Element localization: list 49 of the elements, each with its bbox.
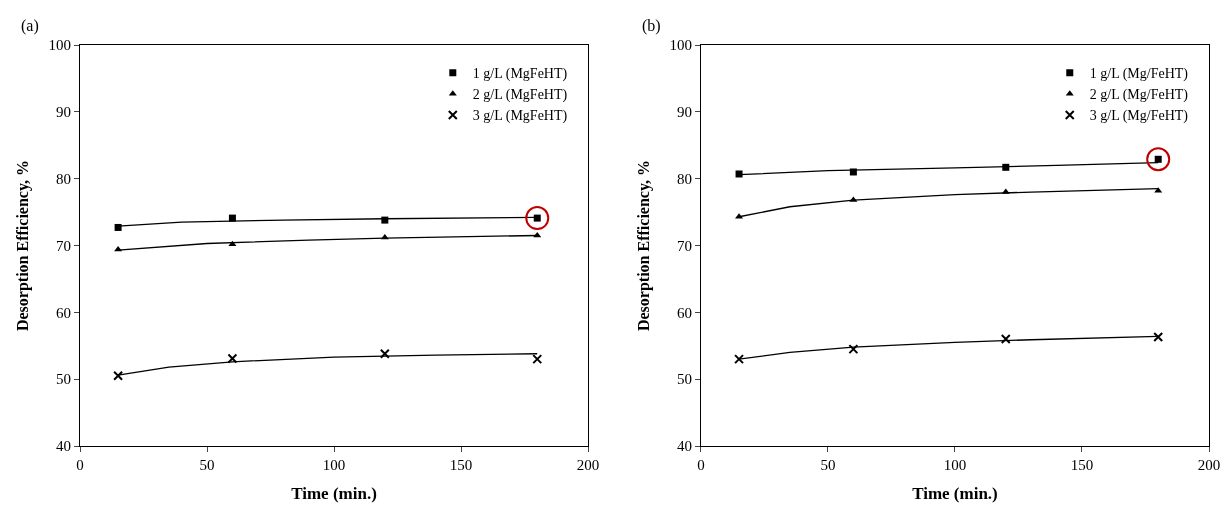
x-tick-label: 100 [322, 457, 346, 473]
point [532, 354, 543, 365]
legend-label: 3 g/L (Mg/FeHT) [1089, 108, 1189, 125]
y-tick-label: 90 [676, 104, 692, 121]
x-tick-label: 200 [1197, 457, 1221, 473]
y-axis-title: Desorption Efficiency, % [635, 159, 654, 332]
x-tick-label: 50 [199, 457, 215, 473]
x-tick-label: 200 [576, 457, 600, 473]
chart-title: (a) [21, 17, 39, 35]
point [379, 348, 390, 359]
legend-label: 1 g/L (MgFeHT) [472, 66, 568, 83]
y-tick-label: 80 [676, 170, 692, 187]
point [227, 353, 238, 364]
x-tick-label: 0 [697, 457, 705, 473]
legend-label: 2 g/L (MgFeHT) [472, 87, 568, 104]
point [1000, 334, 1011, 345]
chart-title: (b) [642, 17, 661, 35]
legend-label: 3 g/L (MgFeHT) [472, 108, 568, 125]
y-tick-label: 100 [48, 37, 71, 54]
x-tick-label: 150 [449, 457, 473, 473]
y-tick-label: 100 [669, 37, 692, 54]
y-tick-label: 40 [56, 438, 71, 455]
x-axis-title: Time (min.) [912, 484, 998, 504]
x-tick-label: 50 [820, 457, 836, 473]
legend-label: 1 g/L (Mg/FeHT) [1089, 66, 1189, 83]
y-axis-title: Desorption Efficiency, % [14, 159, 33, 332]
x-tick-label: 100 [943, 457, 967, 473]
x-tick-label: 150 [1070, 457, 1094, 473]
y-tick-label: 50 [676, 371, 692, 388]
x-tick-label: 0 [76, 457, 84, 473]
y-tick-label: 80 [56, 170, 71, 187]
x-axis-title: Time (min.) [291, 484, 377, 504]
line-series [117, 353, 538, 376]
y-tick-label: 90 [56, 104, 71, 121]
y-tick-label: 60 [56, 304, 71, 321]
point [1153, 332, 1164, 343]
y-tick-label: 50 [56, 371, 71, 388]
y-tick-label: 40 [676, 438, 692, 455]
point [734, 354, 745, 365]
y-tick-label: 70 [56, 237, 71, 254]
y-tick-label: 60 [676, 304, 692, 321]
point [848, 344, 859, 355]
y-tick-label: 70 [676, 237, 692, 254]
line-series [738, 335, 1159, 360]
point [525, 206, 550, 231]
point [113, 370, 124, 381]
point [1146, 147, 1171, 172]
legend-label: 2 g/L (Mg/FeHT) [1089, 87, 1189, 104]
point [735, 170, 743, 178]
